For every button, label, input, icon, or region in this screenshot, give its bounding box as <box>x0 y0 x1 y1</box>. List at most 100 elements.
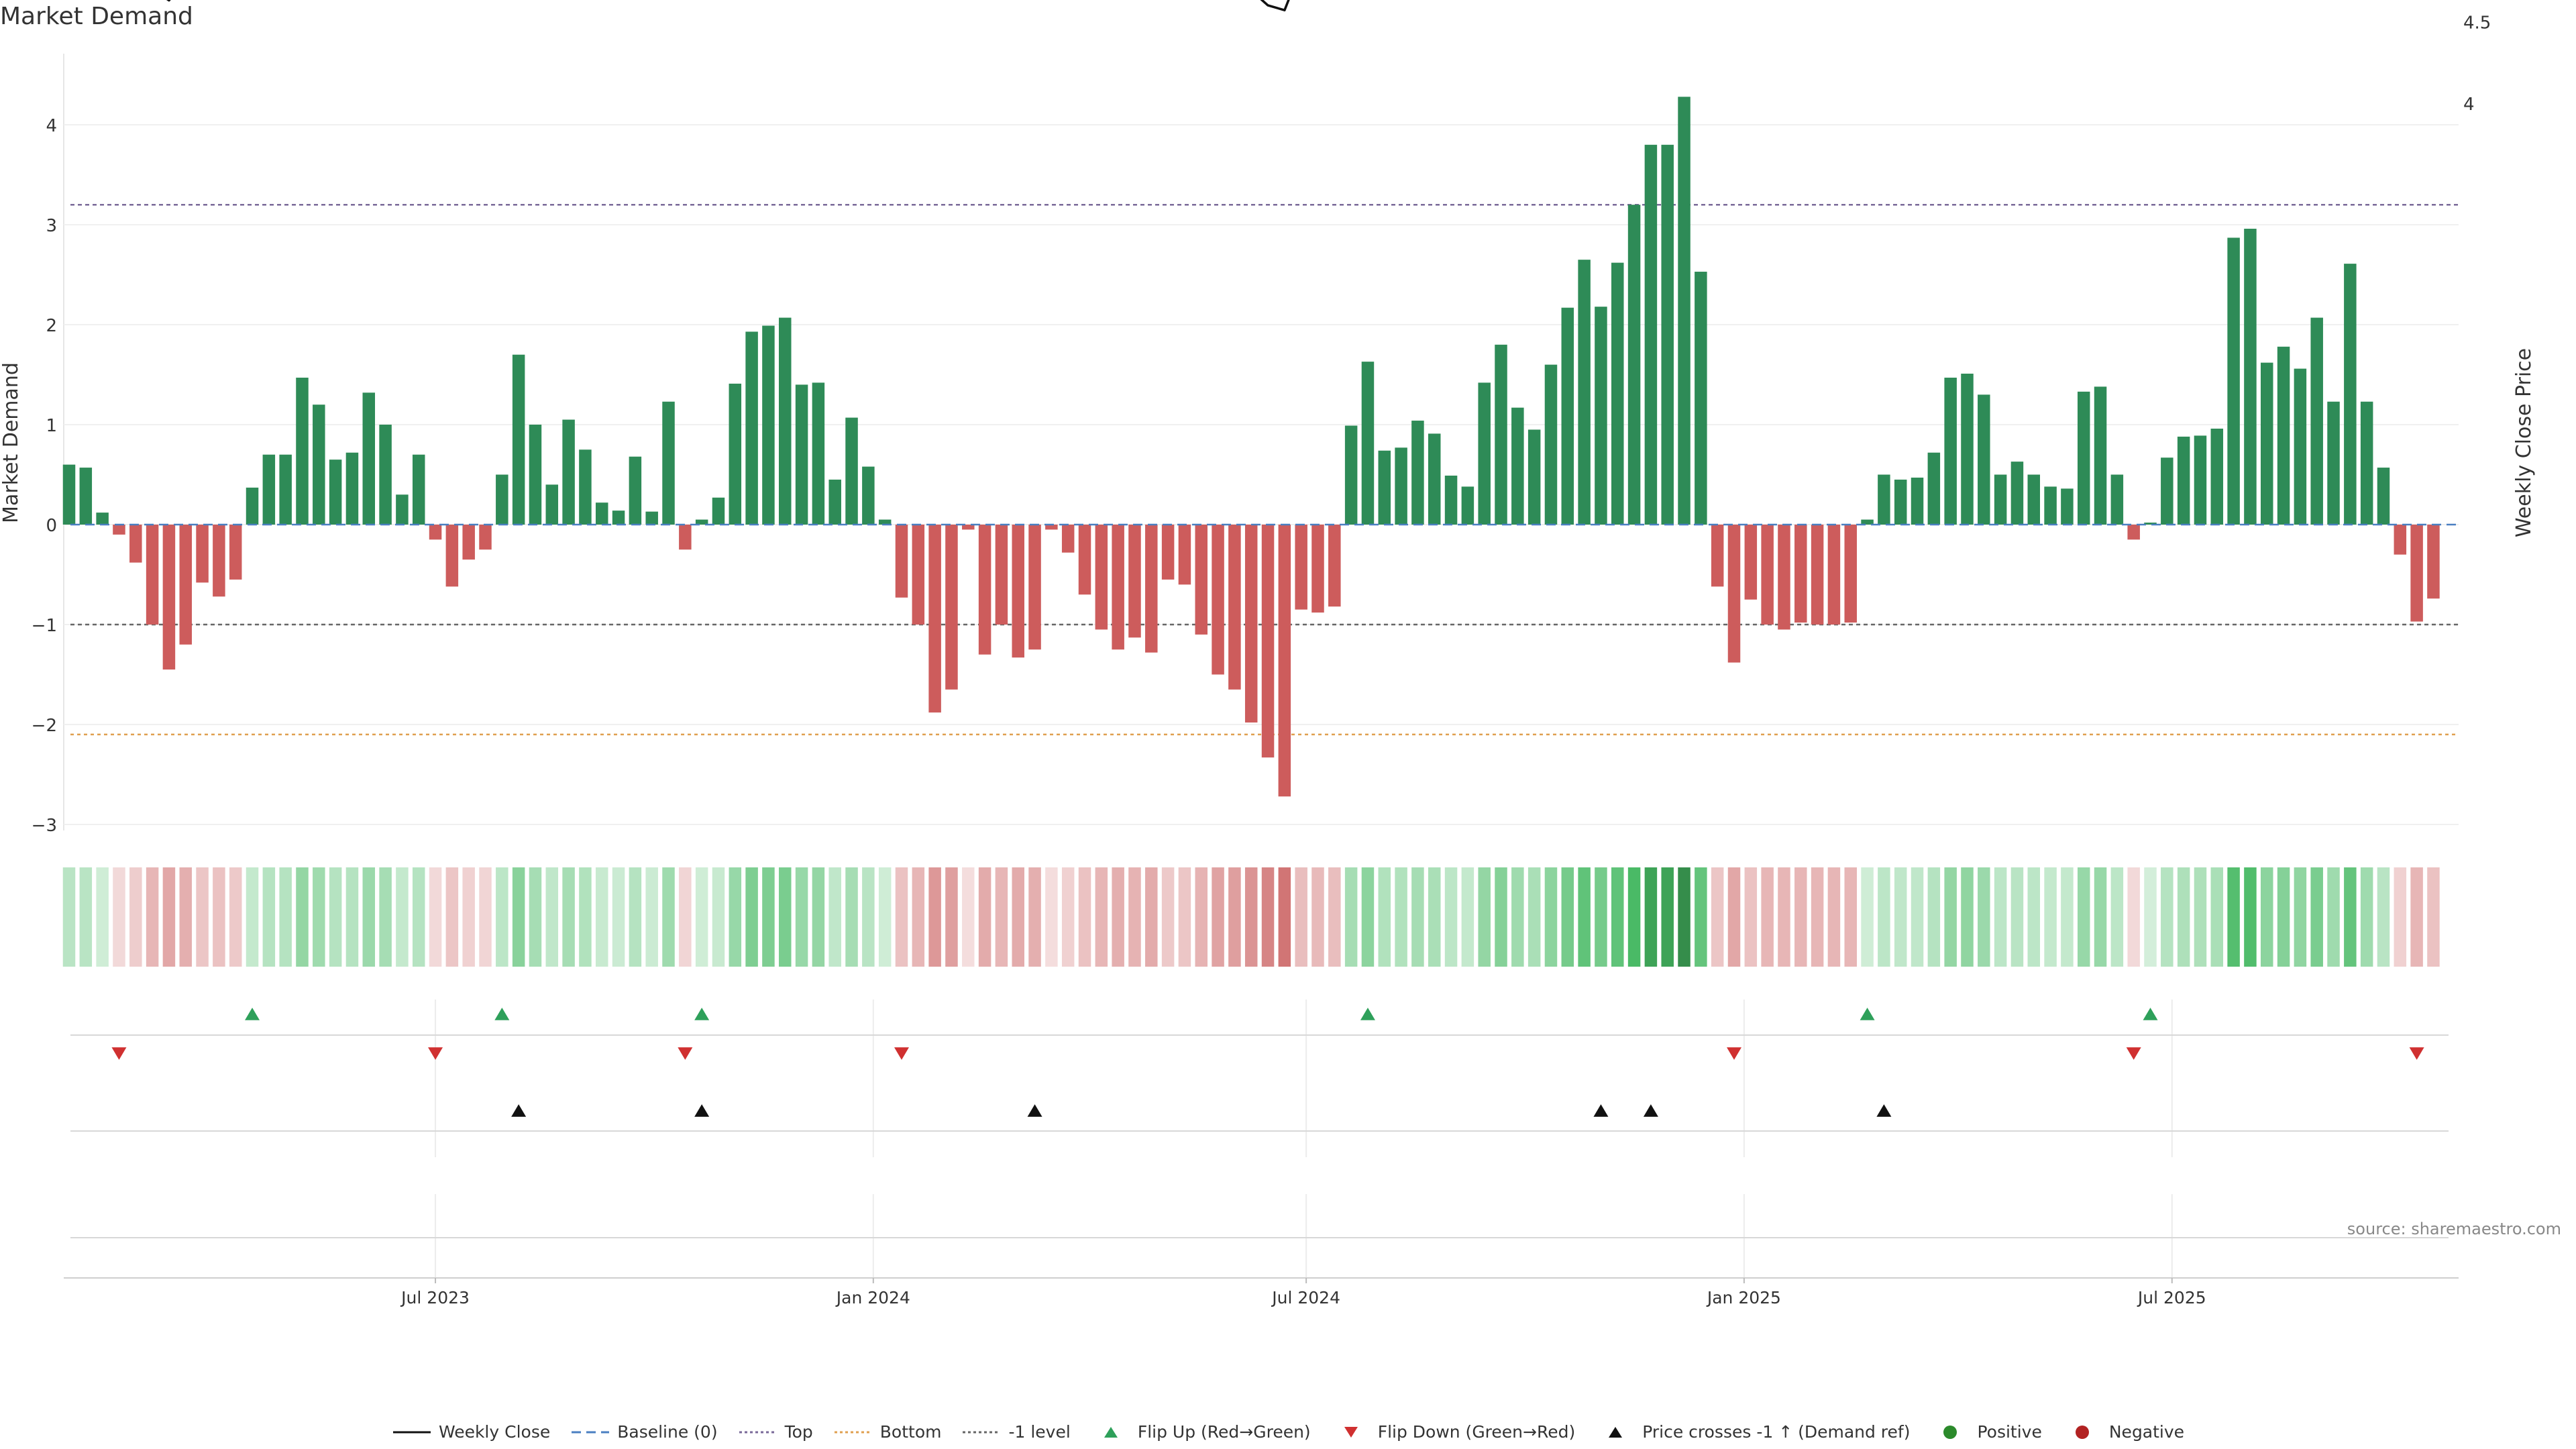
demand-heat-cell <box>978 867 991 967</box>
demand-bar <box>579 449 592 525</box>
demand-heat-cell <box>745 867 758 967</box>
demand-bar <box>1444 475 1458 525</box>
demand-bar <box>2127 525 2140 540</box>
demand-bar <box>2394 525 2407 555</box>
legend-item: Price crosses -1 ↑ (Demand ref) <box>1595 1422 1910 1442</box>
demand-heat-cell <box>1328 867 1341 967</box>
demand-heat-cell <box>1794 867 1807 967</box>
demand-bar <box>1544 364 1558 525</box>
demand-heat-cell <box>1444 867 1458 967</box>
demand-heat-cell <box>1511 867 1524 967</box>
demand-bar <box>62 464 76 525</box>
demand-bar <box>762 325 775 525</box>
demand-bar <box>629 456 642 525</box>
demand-bar <box>2410 525 2423 622</box>
demand-heat-cell <box>1861 867 1874 967</box>
demand-bar <box>1994 474 2007 525</box>
demand-bar <box>1794 525 1807 623</box>
demand-heat-cell <box>2094 867 2107 967</box>
demand-heat-cell <box>529 867 542 967</box>
demand-heat-cell <box>412 867 425 967</box>
demand-heat-cell <box>629 867 642 967</box>
demand-bar <box>862 466 875 525</box>
demand-bar <box>1827 525 1841 625</box>
demand-heat-cell <box>812 867 825 967</box>
legend-symbol <box>1609 1426 1623 1438</box>
demand-heat-cell <box>1711 867 1724 967</box>
demand-bar <box>96 513 109 525</box>
demand-heat-cell <box>962 867 975 967</box>
demand-heat-cell <box>1744 867 1758 967</box>
demand-bar <box>1844 525 1857 623</box>
demand-heat-cell <box>296 867 309 967</box>
demand-bar <box>662 401 675 525</box>
demand-bar <box>1861 519 1874 525</box>
demand-bar <box>1161 525 1175 580</box>
demand-bar <box>1744 525 1758 600</box>
demand-bar <box>1561 307 1574 525</box>
demand-heat-cell <box>396 867 409 967</box>
demand-heat-cell <box>1811 867 1824 967</box>
demand-heat-cell <box>2277 867 2290 967</box>
y-tick-label: −3 <box>32 816 57 836</box>
demand-bar <box>895 525 908 598</box>
legend-label: -1 level <box>1008 1422 1071 1442</box>
y-tick-label: 2 <box>46 316 57 336</box>
demand-heat-cell <box>2344 867 2357 967</box>
demand-bar <box>595 502 608 525</box>
demand-heat-cell <box>1727 867 1741 967</box>
y2-tick-label: 4.5 <box>2463 13 2491 33</box>
y-tick-label: −1 <box>32 616 57 636</box>
demand-bar <box>1278 525 1291 797</box>
demand-bar <box>2244 228 2257 525</box>
demand-heat-cell <box>1178 867 1191 967</box>
demand-heat-cell <box>2194 867 2207 967</box>
demand-heat-cell <box>2210 867 2224 967</box>
demand-bar <box>113 525 125 535</box>
demand-heat-cell <box>1844 867 1857 967</box>
demand-heat-cell <box>1961 867 1974 967</box>
demand-heat-cell <box>2110 867 2124 967</box>
demand-bar <box>1261 525 1275 758</box>
demand-heat-cell <box>2394 867 2407 967</box>
demand-bar <box>2260 362 2273 525</box>
demand-bar <box>79 468 93 525</box>
demand-bar <box>512 354 525 525</box>
demand-heat-cell <box>878 867 892 967</box>
demand-bar <box>545 484 559 525</box>
demand-heat-cell <box>2127 867 2140 967</box>
demand-heat-cell <box>129 867 142 967</box>
legend-label: Positive <box>1977 1422 2042 1442</box>
demand-bar <box>779 317 792 525</box>
demand-bar <box>479 525 492 550</box>
demand-heat-cell <box>1311 867 1324 967</box>
demand-bar <box>1078 525 1091 595</box>
flip-down-marker <box>2126 1047 2141 1060</box>
demand-heat-cell <box>1695 867 1707 967</box>
demand-bar <box>2310 317 2323 525</box>
legend-label: Negative <box>2108 1422 2185 1442</box>
demand-bar <box>2010 462 2024 525</box>
demand-heat-cell <box>1161 867 1175 967</box>
demand-heat-cell <box>179 867 192 967</box>
demand-heat-cell <box>612 867 625 967</box>
demand-bar <box>1578 260 1591 525</box>
demand-bar <box>812 382 825 525</box>
demand-bar <box>313 405 325 525</box>
demand-bar <box>912 525 925 625</box>
demand-bar <box>445 525 459 587</box>
legend-symbol <box>739 1431 777 1433</box>
demand-heat-cell <box>2077 867 2090 967</box>
demand-bar <box>1678 97 1690 525</box>
demand-heat-cell <box>662 867 675 967</box>
demand-bar <box>2377 468 2390 525</box>
flip-up-marker <box>245 1008 260 1020</box>
demand-heat-cell <box>2294 867 2307 967</box>
demand-heat-cell <box>229 867 242 967</box>
demand-bar <box>2027 474 2041 525</box>
demand-bar <box>1344 425 1358 525</box>
demand-bar <box>345 452 359 525</box>
demand-bar <box>246 487 259 525</box>
legend-item: Weekly Close <box>392 1422 550 1442</box>
demand-bar <box>2210 428 2224 525</box>
